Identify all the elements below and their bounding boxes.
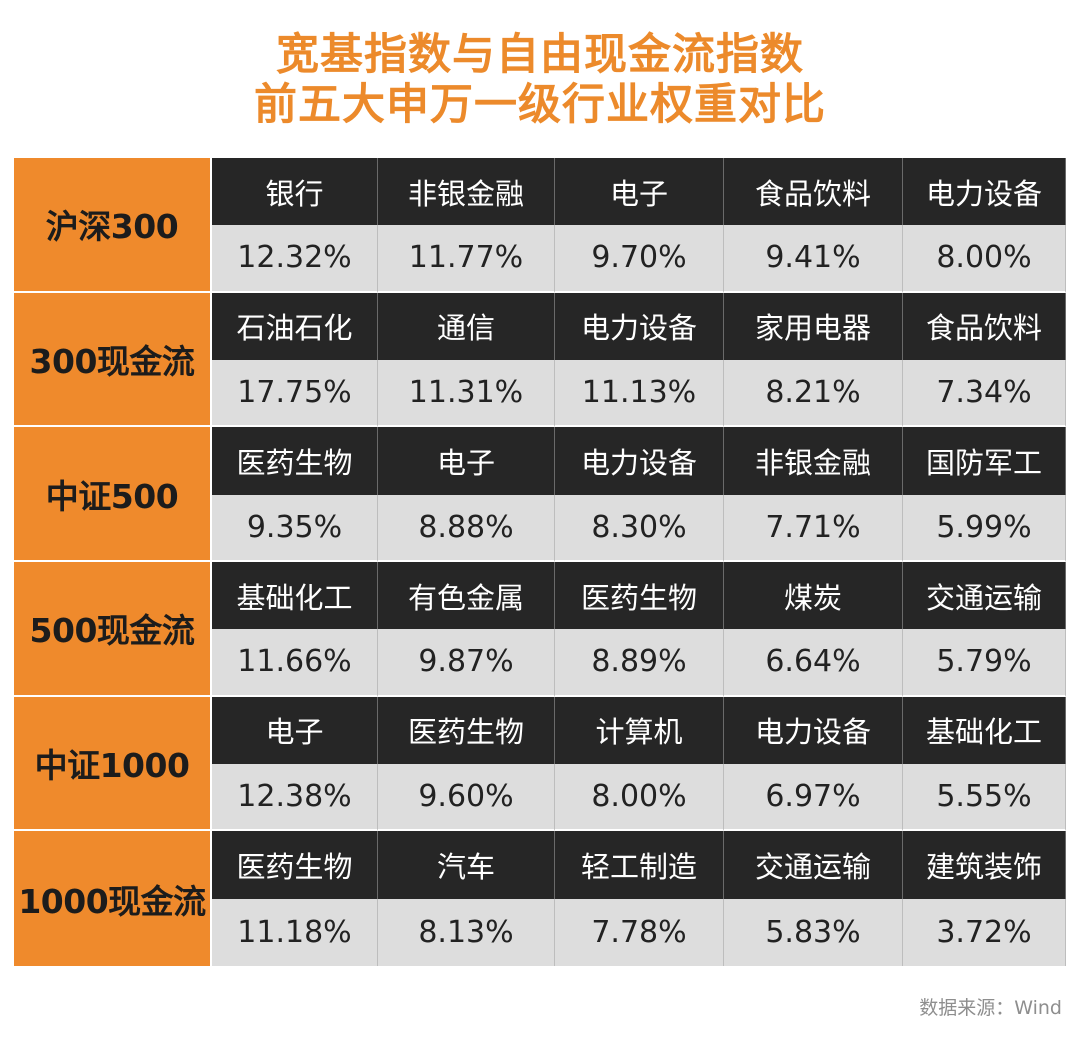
industry-name-cell: 电力设备 <box>555 292 724 360</box>
weight-value-cell: 5.99% <box>903 494 1066 562</box>
index-label: 中证500 <box>14 427 212 562</box>
weight-value-cell: 5.79% <box>903 629 1066 697</box>
weight-value-cell: 9.87% <box>378 629 555 697</box>
weight-value-cell: 8.30% <box>555 494 724 562</box>
industry-name-cell: 银行 <box>212 158 378 226</box>
chart-title-line-2: 前五大申万一级行业权重对比 <box>254 80 826 130</box>
weight-value-cell: 6.64% <box>724 629 903 697</box>
industry-name-cell: 交通运输 <box>724 831 903 899</box>
weight-value-cell: 17.75% <box>212 359 378 428</box>
weight-value-cell: 11.31% <box>378 359 555 428</box>
industry-name-cell: 非银金融 <box>724 427 903 495</box>
weight-value-cell: 9.41% <box>724 225 903 293</box>
weights-table: 沪深300 银行 非银金融 电子 食品饮料 电力设备 12.32% 11.77% 9.70% 9.… <box>14 158 1066 966</box>
industry-name-cell: 基础化工 <box>212 561 378 630</box>
weight-value-cell: 11.18% <box>212 898 378 966</box>
weight-value-cell: 7.34% <box>903 359 1066 428</box>
industry-name-cell: 交通运输 <box>903 561 1066 630</box>
chart-title: 宽基指数与自由现金流指数 前五大申万一级行业权重对比 <box>0 30 1080 130</box>
weight-value-cell: 8.88% <box>378 494 555 562</box>
industry-name-cell: 轻工制造 <box>555 831 724 899</box>
weight-value-cell: 7.78% <box>555 898 724 966</box>
industry-name-cell: 医药生物 <box>212 427 378 495</box>
industry-name-cell: 建筑装饰 <box>903 831 1066 899</box>
industry-name-cell: 计算机 <box>555 696 724 764</box>
industry-name-cell: 医药生物 <box>555 561 724 630</box>
data-source-note: 数据来源：Wind <box>919 997 1062 1019</box>
weight-value-cell: 8.00% <box>903 225 1066 293</box>
industry-name-cell: 煤炭 <box>724 561 903 630</box>
index-label: 沪深300 <box>14 158 212 293</box>
industry-name-cell: 有色金属 <box>378 561 555 630</box>
weight-value-cell: 9.60% <box>378 763 555 832</box>
weight-value-cell: 8.13% <box>378 898 555 966</box>
industry-name-cell: 通信 <box>378 292 555 360</box>
industry-name-cell: 基础化工 <box>903 696 1066 764</box>
weight-value-cell: 8.21% <box>724 359 903 428</box>
weight-value-cell: 8.00% <box>555 763 724 832</box>
weight-value-cell: 6.97% <box>724 763 903 832</box>
weight-value-cell: 9.70% <box>555 225 724 293</box>
industry-name-cell: 医药生物 <box>212 831 378 899</box>
industry-name-cell: 食品饮料 <box>903 292 1066 360</box>
industry-name-cell: 医药生物 <box>378 696 555 764</box>
weight-value-cell: 11.13% <box>555 359 724 428</box>
index-label: 300现金流 <box>14 292 212 428</box>
weight-value-cell: 9.35% <box>212 494 378 562</box>
index-label: 1000现金流 <box>14 831 212 966</box>
weight-value-cell: 7.71% <box>724 494 903 562</box>
weight-value-cell: 5.83% <box>724 898 903 966</box>
index-label: 500现金流 <box>14 561 212 697</box>
weight-value-cell: 11.77% <box>378 225 555 293</box>
chart-title-line-1: 宽基指数与自由现金流指数 <box>276 30 804 80</box>
industry-name-cell: 食品饮料 <box>724 158 903 226</box>
industry-name-cell: 电子 <box>555 158 724 226</box>
industry-name-cell: 电力设备 <box>903 158 1066 226</box>
weight-value-cell: 8.89% <box>555 629 724 697</box>
industry-name-cell: 电力设备 <box>555 427 724 495</box>
weight-value-cell: 11.66% <box>212 629 378 697</box>
index-label: 中证1000 <box>14 696 212 832</box>
industry-name-cell: 石油石化 <box>212 292 378 360</box>
industry-name-cell: 汽车 <box>378 831 555 899</box>
industry-name-cell: 家用电器 <box>724 292 903 360</box>
weight-value-cell: 3.72% <box>903 898 1066 966</box>
weight-value-cell: 12.32% <box>212 225 378 293</box>
weight-value-cell: 5.55% <box>903 763 1066 832</box>
industry-name-cell: 国防军工 <box>903 427 1066 495</box>
industry-name-cell: 非银金融 <box>378 158 555 226</box>
industry-name-cell: 电子 <box>378 427 555 495</box>
weight-value-cell: 12.38% <box>212 763 378 832</box>
industry-name-cell: 电子 <box>212 696 378 764</box>
industry-name-cell: 电力设备 <box>724 696 903 764</box>
